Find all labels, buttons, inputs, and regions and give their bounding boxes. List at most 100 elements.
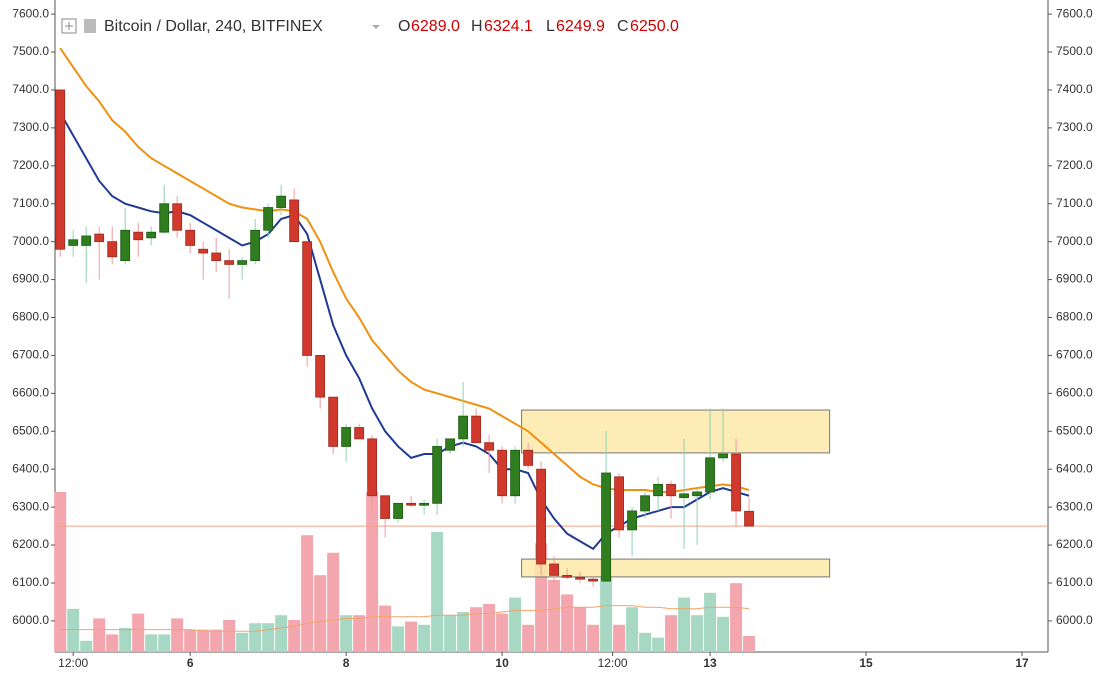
candle-body: [497, 449, 508, 497]
candle-body: [133, 231, 144, 241]
candle-body: [172, 203, 183, 231]
y-tick-label: 7300.0: [1056, 120, 1093, 134]
y-tick-label: 7200.0: [12, 158, 49, 172]
candle-body: [354, 427, 365, 440]
candle-body: [679, 493, 689, 499]
candle-body: [367, 438, 378, 497]
candle-body: [640, 495, 650, 512]
volume-bar: [626, 607, 639, 652]
y-tick-label: 7500.0: [1056, 44, 1093, 58]
candle-body: [341, 427, 352, 447]
candle-body: [380, 495, 391, 519]
candle-body: [562, 574, 572, 578]
y-tick-label: 6100.0: [1056, 575, 1093, 589]
candle-body: [120, 229, 131, 262]
y-tick-label: 6800.0: [12, 310, 49, 324]
y-tick-label: 6100.0: [12, 575, 49, 589]
candle-body: [666, 483, 676, 497]
volume-bar: [158, 634, 171, 652]
volume-bar: [314, 575, 327, 652]
x-tick-label: 13: [703, 656, 717, 670]
ohlc-value: 6324.1: [484, 18, 533, 35]
volume-bar: [80, 640, 93, 652]
volume-bar: [431, 532, 444, 652]
y-tick-label: 6300.0: [12, 499, 49, 513]
candle-body: [549, 563, 559, 576]
candle-body: [198, 248, 209, 254]
candle-body: [692, 491, 702, 497]
volume-bar: [223, 620, 236, 652]
volume-bar: [132, 613, 145, 652]
y-tick-label: 7100.0: [12, 196, 49, 210]
volume-bar: [262, 623, 275, 652]
zone: [521, 558, 831, 578]
volume-bar: [561, 594, 574, 652]
y-tick-label: 6400.0: [1056, 461, 1093, 475]
volume-ma-line: [60, 605, 750, 632]
candle-body: [146, 231, 157, 239]
y-tick-label: 7200.0: [1056, 158, 1093, 172]
y-tick-label: 6200.0: [12, 537, 49, 551]
candle-body: [432, 446, 443, 504]
candle-body: [718, 453, 728, 459]
dropdown-arrow[interactable]: [372, 25, 380, 29]
volume-bar: [730, 583, 743, 652]
y-tick-label: 6500.0: [1056, 423, 1093, 437]
y-tick-label: 7000.0: [1056, 234, 1093, 248]
symbol-icon: [84, 19, 96, 33]
candle-body: [250, 229, 261, 262]
candle-body: [627, 510, 637, 531]
candle-body: [653, 483, 663, 497]
candle-body: [159, 203, 170, 233]
volume-bar: [704, 592, 717, 652]
y-tick-label: 6500.0: [12, 423, 49, 437]
volume-bar: [418, 624, 431, 652]
volume-bar: [249, 623, 262, 652]
candle-body: [302, 241, 313, 356]
zone: [521, 409, 831, 454]
candle-body: [575, 576, 585, 580]
volume-bar: [236, 632, 249, 652]
candle-body: [315, 355, 326, 398]
volume-bar: [743, 636, 756, 652]
y-tick-label: 6700.0: [12, 348, 49, 362]
volume-bar: [548, 580, 561, 652]
volume-bar: [301, 535, 314, 652]
candle-body: [744, 510, 754, 527]
volume-bar: [522, 624, 535, 652]
volume-bar: [496, 613, 509, 652]
volume-bar: [288, 620, 301, 652]
x-tick-label: 8: [343, 656, 350, 670]
y-tick-label: 7500.0: [12, 44, 49, 58]
candle-body: [276, 195, 287, 208]
symbol-title[interactable]: Bitcoin / Dollar, 240, BITFINEX: [104, 18, 323, 35]
volume-bar: [67, 608, 80, 652]
y-tick-label: 6900.0: [1056, 272, 1093, 286]
y-tick-label: 6400.0: [12, 461, 49, 475]
y-tick-label: 6600.0: [1056, 386, 1093, 400]
y-tick-label: 6800.0: [1056, 310, 1093, 324]
candle-body: [237, 260, 248, 265]
y-tick-label: 6000.0: [1056, 613, 1093, 627]
volume-bar: [613, 624, 626, 652]
ohlc-letter: O: [398, 18, 410, 35]
candle-body: [263, 207, 274, 231]
candle-body: [94, 233, 105, 243]
ohlc-value: 6289.0: [411, 18, 460, 35]
candle-body: [510, 449, 521, 497]
candle-body: [328, 396, 339, 447]
y-tick-label: 6000.0: [12, 613, 49, 627]
y-tick-label: 7300.0: [12, 120, 49, 134]
y-tick-label: 6300.0: [1056, 499, 1093, 513]
volume-bar: [184, 629, 197, 652]
x-tick-label: 17: [1015, 656, 1029, 670]
candle-body: [406, 502, 417, 506]
x-tick-label: 10: [495, 656, 509, 670]
candle-body: [393, 502, 404, 519]
ohlc-letter: C: [617, 18, 629, 35]
candle-body: [614, 476, 624, 531]
volume-bar: [691, 615, 704, 652]
y-tick-label: 6200.0: [1056, 537, 1093, 551]
volume-bar: [405, 621, 418, 652]
